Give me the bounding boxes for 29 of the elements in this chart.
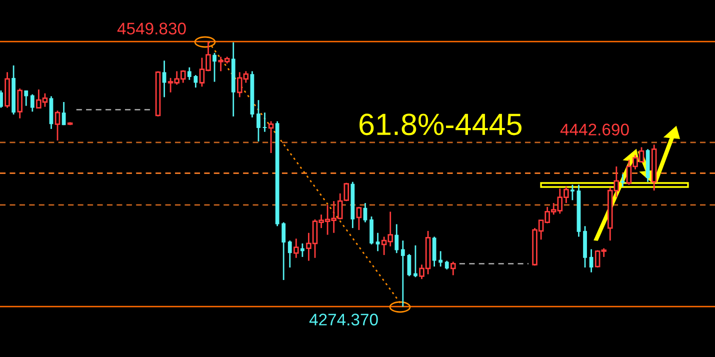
candlestick xyxy=(17,88,22,120)
candlestick xyxy=(262,112,267,133)
candlestick xyxy=(187,66,192,81)
candlestick xyxy=(570,184,574,201)
candlestick xyxy=(356,206,362,231)
candlestick xyxy=(282,222,286,281)
candlestick xyxy=(620,173,625,188)
annotation: 4442.690 xyxy=(560,124,629,136)
candlestick xyxy=(400,240,405,308)
candlestick xyxy=(30,94,34,112)
candlestick xyxy=(294,238,299,259)
candlestick xyxy=(62,101,66,126)
candlestick xyxy=(288,240,292,268)
candlestick xyxy=(24,90,28,107)
annotation: 61.8%-4445 xyxy=(360,114,522,136)
candlestick xyxy=(450,261,456,276)
candlestick xyxy=(256,99,260,142)
candlestick xyxy=(432,236,436,268)
annotation: 4274.370 xyxy=(309,314,378,326)
annotation: 4549.830 xyxy=(117,22,186,34)
candlestick xyxy=(212,52,216,82)
candlestick xyxy=(162,60,166,98)
candlestick xyxy=(194,74,198,88)
candlestick xyxy=(363,202,368,223)
candlestick xyxy=(54,110,60,142)
candlestick xyxy=(394,224,399,254)
candlestick xyxy=(407,253,412,277)
candlestick xyxy=(268,120,274,154)
candlestick xyxy=(376,232,380,252)
